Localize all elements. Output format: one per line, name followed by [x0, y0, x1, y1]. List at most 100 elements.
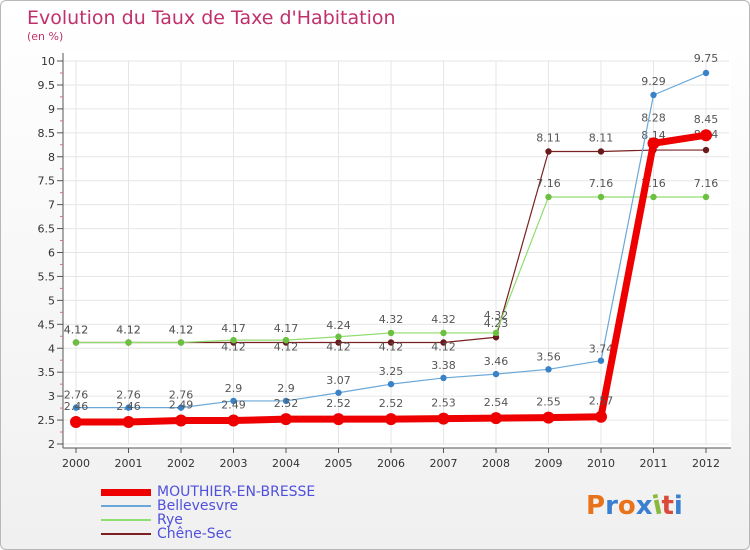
- data-point-chene-sec: [545, 148, 552, 155]
- unit-label: (en %): [27, 30, 64, 43]
- data-label-mouthier-en-bresse: 2.46: [64, 400, 89, 413]
- y-tick-label: 5: [48, 294, 55, 307]
- y-tick-label: 6: [48, 247, 55, 260]
- data-point-mouthier-en-bresse: [280, 413, 292, 426]
- data-label-chene-sec: 4.12: [274, 341, 299, 354]
- data-point-bellevesvre: [125, 404, 132, 411]
- y-tick-label: 6.5: [38, 223, 56, 236]
- legend-label: Rye: [157, 512, 183, 528]
- legend-label: Chêne-Sec: [157, 526, 232, 542]
- logo-letter: x: [635, 491, 653, 521]
- data-label-mouthier-en-bresse: 2.49: [169, 399, 194, 412]
- data-point-rye: [702, 193, 710, 201]
- y-tick-label: 4.5: [38, 318, 56, 331]
- data-label-mouthier-en-bresse: 2.52: [326, 397, 351, 410]
- y-tick-label: 2.5: [38, 414, 56, 427]
- data-point-mouthier-en-bresse: [490, 412, 502, 425]
- x-tick-label: 2005: [325, 457, 353, 470]
- data-label-bellevesvre: 2.9: [225, 382, 243, 395]
- data-point-rye: [230, 336, 237, 344]
- legend-swatch: [101, 505, 151, 507]
- data-label-rye: 4.32: [484, 309, 509, 322]
- x-tick-label: 2011: [640, 457, 668, 470]
- data-point-mouthier-en-bresse: [700, 129, 712, 142]
- x-tick-label: 2008: [482, 457, 510, 470]
- data-label-chene-sec: 4.12: [169, 324, 194, 337]
- data-point-mouthier-en-bresse: [227, 414, 240, 427]
- data-point-rye: [650, 193, 657, 201]
- x-tick-label: 2001: [115, 457, 143, 470]
- data-point-bellevesvre: [282, 397, 290, 405]
- x-tick-label: 2007: [430, 457, 458, 470]
- x-tick-label: 2006: [377, 457, 405, 470]
- data-label-bellevesvre: 2.76: [64, 389, 89, 402]
- data-point-rye: [335, 333, 342, 340]
- data-label-bellevesvre: 3.46: [484, 355, 509, 368]
- y-tick-label: 4: [48, 342, 55, 355]
- data-point-mouthier-en-bresse: [175, 414, 187, 427]
- y-tick-label: 3: [48, 390, 55, 403]
- data-label-rye: 4.32: [379, 313, 404, 326]
- data-label-chene-sec: 4.12: [326, 341, 351, 354]
- data-point-rye: [72, 339, 80, 346]
- data-point-bellevesvre: [335, 389, 342, 396]
- legend-swatch: [101, 488, 151, 496]
- proxiti-logo: Proxiti: [586, 490, 683, 521]
- data-label-rye: 4.24: [326, 319, 351, 332]
- data-label-rye: 4.12: [116, 324, 141, 337]
- y-tick-label: 9: [48, 103, 55, 116]
- data-point-rye: [282, 336, 290, 344]
- y-tick-label: 7: [48, 199, 55, 212]
- data-label-mouthier-en-bresse: 8.45: [694, 113, 719, 126]
- data-label-mouthier-en-bresse: 2.49: [221, 399, 246, 412]
- y-tick-label: 10: [41, 55, 55, 68]
- data-point-bellevesvre: [72, 404, 80, 411]
- y-tick-label: 7.5: [38, 175, 56, 188]
- data-point-mouthier-en-bresse: [437, 412, 450, 425]
- data-point-bellevesvre: [650, 91, 657, 99]
- data-point-chene-sec: [387, 339, 395, 346]
- data-label-mouthier-en-bresse: 2.57: [589, 395, 614, 408]
- logo-letter: t: [661, 491, 674, 521]
- data-point-mouthier-en-bresse: [595, 410, 607, 423]
- data-label-rye: 4.17: [221, 322, 246, 335]
- chart-title: Evolution du Taux de Taxe d'Habitation: [27, 7, 396, 29]
- data-point-mouthier-en-bresse: [542, 411, 555, 424]
- y-tick-label: 5.5: [38, 270, 56, 283]
- data-label-rye: 4.12: [169, 324, 194, 337]
- data-point-mouthier-en-bresse: [385, 413, 397, 426]
- x-tick-label: 2000: [62, 457, 90, 470]
- data-point-rye: [177, 339, 185, 346]
- legend-swatch: [101, 519, 151, 521]
- data-label-chene-sec: 4.12: [64, 324, 89, 337]
- data-point-bellevesvre: [230, 397, 237, 405]
- data-label-bellevesvre: 9.75: [694, 52, 719, 65]
- data-label-chene-sec: 4.12: [116, 324, 141, 337]
- data-point-rye: [440, 329, 447, 337]
- x-tick-label: 2002: [167, 457, 195, 470]
- data-label-rye: 4.12: [64, 324, 89, 337]
- data-label-rye: 7.16: [536, 177, 561, 190]
- data-point-bellevesvre: [545, 366, 552, 373]
- logo-letter: i: [673, 491, 683, 521]
- x-tick-label: 2003: [220, 457, 248, 470]
- y-tick-label: 3.5: [38, 366, 56, 379]
- data-label-bellevesvre: 3.07: [326, 374, 351, 387]
- data-point-bellevesvre: [597, 357, 605, 364]
- legend-label: Bellevesvre: [157, 498, 239, 514]
- data-label-mouthier-en-bresse: 2.55: [536, 396, 561, 409]
- data-label-chene-sec: 8.11: [536, 131, 561, 144]
- data-label-rye: 4.32: [431, 313, 456, 326]
- data-label-bellevesvre: 2.76: [116, 389, 141, 402]
- data-point-chene-sec: [597, 148, 605, 155]
- data-label-bellevesvre: 2.9: [277, 382, 295, 395]
- x-tick-label: 2012: [692, 457, 720, 470]
- data-label-bellevesvre: 3.25: [379, 365, 404, 378]
- data-point-chene-sec: [335, 339, 342, 346]
- data-point-bellevesvre: [492, 370, 500, 378]
- data-label-mouthier-en-bresse: 8.28: [641, 111, 666, 124]
- data-label-chene-sec: 4.23: [484, 317, 509, 330]
- x-tick-label: 2004: [272, 457, 300, 470]
